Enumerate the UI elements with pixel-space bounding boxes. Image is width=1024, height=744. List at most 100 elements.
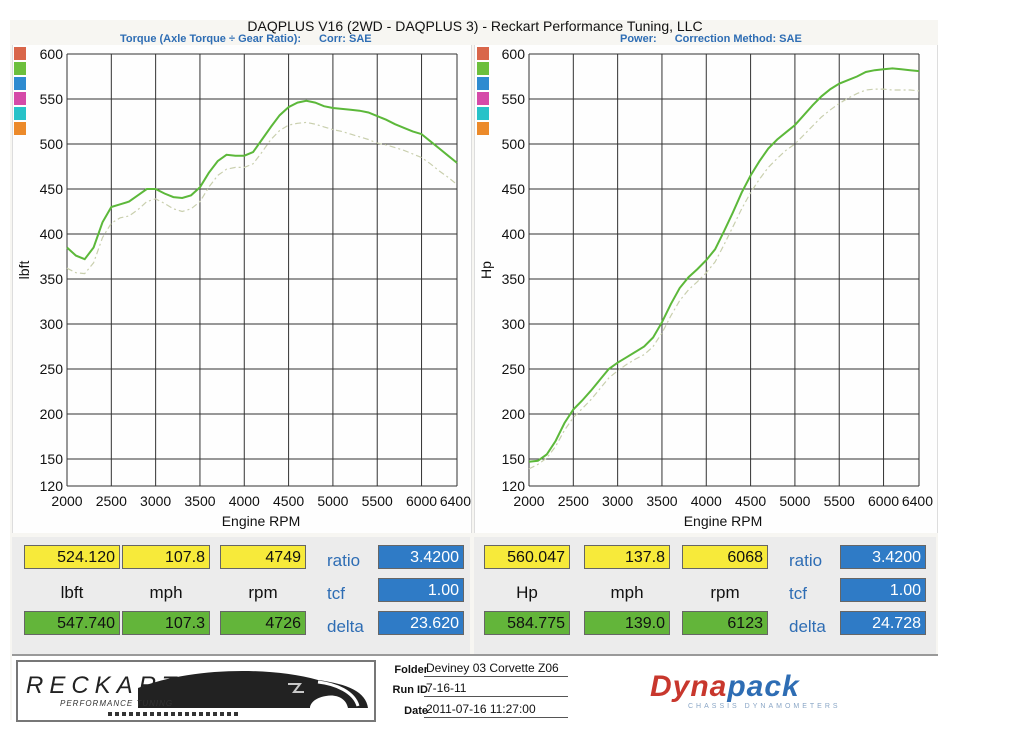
power-delta-label: delta <box>789 617 826 636</box>
power-ratio-label: ratio <box>789 551 823 570</box>
torque-ytick-label: 120 <box>40 478 64 494</box>
right-swatch-6 <box>477 122 489 135</box>
power-ytick-label: 350 <box>502 271 526 287</box>
torque-tcf-value: 1.00 <box>378 578 464 602</box>
power-ytick-label: 550 <box>502 91 526 107</box>
dynapack-logo: Dynapack <box>650 670 800 704</box>
power-xtick-label: 4500 <box>735 493 766 509</box>
torque-xtick-label: 3000 <box>140 493 171 509</box>
power-ytick-label: 400 <box>502 226 526 242</box>
power-current-rpm: 6068 <box>682 545 768 569</box>
torque-ytick-label: 500 <box>40 136 64 152</box>
car-silhouette-icon <box>108 670 368 716</box>
torque-peak-rpm: 4726 <box>220 611 306 635</box>
power-ytick-label: 450 <box>502 181 526 197</box>
report-footer: RECKART PERFORMANCE TUNING Folder Devine… <box>12 654 938 722</box>
torque-subtitle: Torque (Axle Torque ÷ Gear Ratio): Corr: … <box>120 33 372 45</box>
torque-ytick-label: 300 <box>40 316 64 332</box>
torque-unit-mph: mph <box>149 583 183 602</box>
reckart-logo: RECKART PERFORMANCE TUNING <box>16 660 376 722</box>
torque-ytick-label: 200 <box>40 406 64 422</box>
power-chart-panel: 120 150 200 250 300 350 400 450 500 550 600 2000 250… <box>474 45 938 533</box>
power-ytick-label: 200 <box>502 406 526 422</box>
torque-unit-lbft: lbft <box>60 583 84 602</box>
torque-ratio-value: 3.4200 <box>378 545 464 569</box>
power-xtick-label: 6000 <box>868 493 899 509</box>
power-ytick-label: 120 <box>502 478 526 494</box>
torque-tcf-label: tcf <box>327 584 345 603</box>
torque-ytick-label: 600 <box>40 46 64 62</box>
torque-current-speed: 107.8 <box>122 545 210 569</box>
power-unit-rpm: rpm <box>710 583 740 602</box>
left-swatch-4 <box>14 92 26 105</box>
report-title: DAQPLUS V16 (2WD - DAQPLUS 3) - Reckart … <box>247 18 703 34</box>
torque-yaxis-label: lbft <box>16 261 32 280</box>
torque-series-2-line <box>66 121 458 275</box>
torque-xaxis-label: Engine RPM <box>222 513 301 529</box>
power-peak-speed: 139.0 <box>584 611 670 635</box>
right-swatch-3 <box>477 77 489 90</box>
torque-subtitle-b: Corr: SAE <box>319 33 372 45</box>
power-readout: 560.047 137.8 6068 Hp mph rpm 584.775 13… <box>474 537 936 654</box>
torque-xtick-label: 4500 <box>273 493 304 509</box>
torque-xtick-label: 2500 <box>96 493 127 509</box>
left-swatch-1 <box>14 47 26 60</box>
power-ytick-label: 500 <box>502 136 526 152</box>
power-ratio-value: 3.4200 <box>840 545 926 569</box>
power-chart: 120 150 200 250 300 350 400 450 500 550 600 2000 250… <box>478 46 933 529</box>
torque-xtick-label: 2000 <box>51 493 82 509</box>
power-tcf-label: tcf <box>789 584 807 603</box>
power-unit-mph: mph <box>610 583 644 602</box>
torque-ytick-label: 250 <box>40 361 64 377</box>
torque-xtick-label: 4000 <box>229 493 260 509</box>
torque-xtick-label: 6400 <box>440 493 471 509</box>
torque-chart-panel: 120 150 200 250 300 350 400 450 500 550 600 2000 250… <box>12 45 472 533</box>
date-label: Date <box>404 705 428 717</box>
torque-xtick-label: 5000 <box>317 493 348 509</box>
reckart-wordmark: RECKART <box>26 672 183 699</box>
power-subtitle: Power: Correction Method: SAE <box>620 33 802 45</box>
power-peak-rpm: 6123 <box>682 611 768 635</box>
power-subtitle-a: Power: <box>620 33 657 45</box>
torque-ytick-label: 400 <box>40 226 64 242</box>
dynapack-subtitle: CHASSIS DYNAMOMETERS <box>688 703 841 710</box>
torque-peak-speed: 107.3 <box>122 611 210 635</box>
power-xtick-label: 3000 <box>602 493 633 509</box>
torque-ytick-label: 450 <box>40 181 64 197</box>
power-ytick-label: 600 <box>502 46 526 62</box>
right-swatch-2 <box>477 62 489 75</box>
dynapack-logo-part-b: pack <box>727 670 800 703</box>
power-current-speed: 137.8 <box>584 545 670 569</box>
power-ytick-label: 150 <box>502 451 526 467</box>
power-delta-value: 24.728 <box>840 611 926 635</box>
power-current-value: 560.047 <box>484 545 570 569</box>
torque-peak-value: 547.740 <box>24 611 120 635</box>
torque-ytick-label: 150 <box>40 451 64 467</box>
right-swatch-5 <box>477 107 489 120</box>
power-xtick-label: 2000 <box>513 493 544 509</box>
power-series-1-line <box>528 67 920 463</box>
power-ytick-label: 300 <box>502 316 526 332</box>
left-swatch-6 <box>14 122 26 135</box>
torque-delta-value: 23.620 <box>378 611 464 635</box>
power-ytick-label: 250 <box>502 361 526 377</box>
torque-ratio-label: ratio <box>327 551 361 570</box>
right-swatch-4 <box>477 92 489 105</box>
power-subtitle-b: Correction Method: SAE <box>674 33 802 45</box>
power-series-2-line <box>528 88 920 470</box>
torque-readout: 524.120 107.8 4749 lbft mph rpm 547.740 … <box>12 537 470 654</box>
folder-value: Deviney 03 Corvette Z06 <box>424 661 568 677</box>
power-peak-value: 584.775 <box>484 611 570 635</box>
power-xtick-label: 2500 <box>558 493 589 509</box>
power-xaxis-label: Engine RPM <box>684 513 763 529</box>
power-xtick-label: 3500 <box>646 493 677 509</box>
reckart-subtitle: PERFORMANCE TUNING <box>60 699 174 708</box>
power-xtick-label: 4000 <box>691 493 722 509</box>
dynapack-logo-part-a: Dyna <box>650 670 728 703</box>
right-swatch-1 <box>477 47 489 60</box>
torque-xtick-label: 3500 <box>184 493 215 509</box>
run-id-value: 7-16-11 <box>424 681 568 697</box>
torque-ytick-label: 350 <box>40 271 64 287</box>
run-id-label: Run ID <box>392 684 428 696</box>
power-xtick-label: 5000 <box>779 493 810 509</box>
